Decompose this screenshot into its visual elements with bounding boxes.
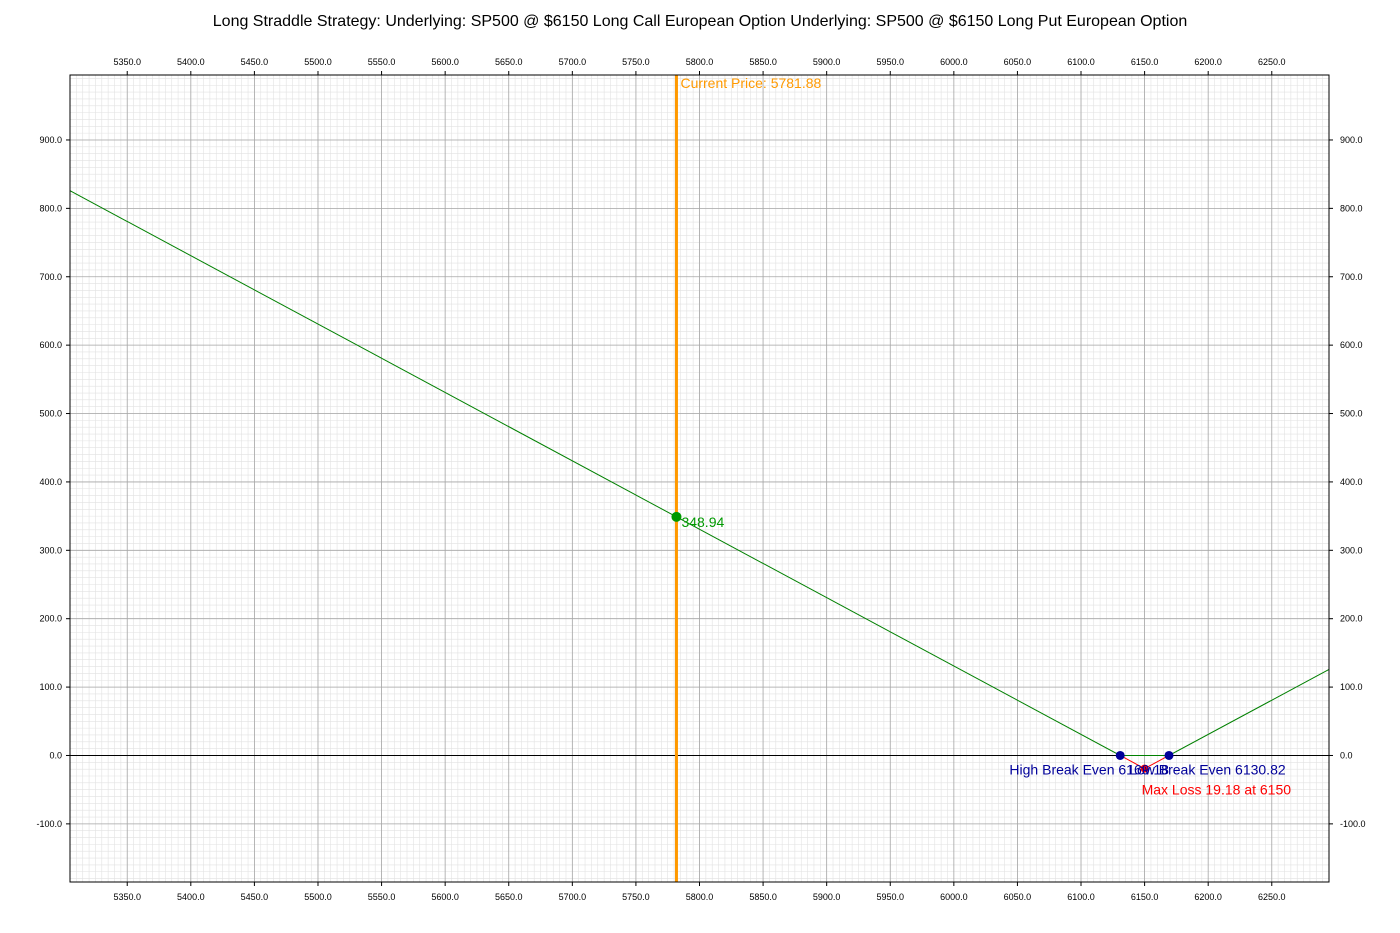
y-tick-label-left: 600.0 xyxy=(39,340,62,350)
x-tick-label-bottom: 6000.0 xyxy=(940,892,968,902)
x-tick-label-top: 5350.0 xyxy=(113,57,141,67)
y-tick-label-right: -100.0 xyxy=(1340,819,1366,829)
y-tick-label-right: 200.0 xyxy=(1340,614,1363,624)
y-tick-label-left: 900.0 xyxy=(39,135,62,145)
x-tick-label-top: 5450.0 xyxy=(241,57,269,67)
x-tick-label-top: 5800.0 xyxy=(686,57,714,67)
break-even-marker xyxy=(1164,750,1174,760)
plot-frame xyxy=(69,74,1330,883)
x-tick-label-bottom: 5350.0 xyxy=(113,892,141,902)
y-tick-label-right: 500.0 xyxy=(1340,409,1363,419)
annotations: Current Price: 5781.88 348.94 Low Break Ev… xyxy=(680,75,1291,797)
x-tick-label-bottom: 5750.0 xyxy=(622,892,650,902)
y-tick-label-left: -100.0 xyxy=(36,819,62,829)
x-tick-label-top: 5750.0 xyxy=(622,57,650,67)
x-tick-label-bottom: 5450.0 xyxy=(241,892,269,902)
x-tick-label-bottom: 5900.0 xyxy=(813,892,841,902)
current-value-label: 348.94 xyxy=(681,514,724,530)
x-tick-label-bottom: 5800.0 xyxy=(686,892,714,902)
y-tick-label-left: 400.0 xyxy=(39,477,62,487)
x-tick-label-bottom: 5500.0 xyxy=(304,892,332,902)
x-tick-label-top: 6150.0 xyxy=(1131,57,1159,67)
x-tick-label-top: 5900.0 xyxy=(813,57,841,67)
x-tick-label-top: 6050.0 xyxy=(1004,57,1032,67)
x-tick-label-bottom: 6100.0 xyxy=(1067,892,1095,902)
x-tick-label-top: 6200.0 xyxy=(1194,57,1222,67)
y-tick-label-right: 100.0 xyxy=(1340,682,1363,692)
x-tick-label-top: 5600.0 xyxy=(431,57,459,67)
x-tick-label-top: 5850.0 xyxy=(749,57,777,67)
y-tick-label-left: 300.0 xyxy=(39,545,62,555)
x-tick-label-top: 5950.0 xyxy=(876,57,904,67)
x-tick-label-top: 5650.0 xyxy=(495,57,523,67)
current-price-label: Current Price: 5781.88 xyxy=(680,75,821,91)
y-tick-label-right: 900.0 xyxy=(1340,135,1363,145)
point-markers xyxy=(671,511,1174,773)
max-loss-label: Max Loss 19.18 at 6150 xyxy=(1142,781,1292,797)
major-grid xyxy=(70,75,1329,882)
y-tick-label-left: 0.0 xyxy=(49,750,62,760)
x-tick-label-bottom: 5700.0 xyxy=(559,892,587,902)
x-tick-label-top: 6100.0 xyxy=(1067,57,1095,67)
y-tick-label-right: 400.0 xyxy=(1340,477,1363,487)
x-tick-label-bottom: 6200.0 xyxy=(1194,892,1222,902)
break-even-marker xyxy=(1115,750,1125,760)
x-tick-label-bottom: 6050.0 xyxy=(1004,892,1032,902)
y-tick-label-right: 600.0 xyxy=(1340,340,1363,350)
y-tick-label-right: 300.0 xyxy=(1340,545,1363,555)
x-tick-label-top: 6000.0 xyxy=(940,57,968,67)
x-tick-label-top: 5550.0 xyxy=(368,57,396,67)
y-tick-label-left: 200.0 xyxy=(39,614,62,624)
max-loss-marker xyxy=(1140,764,1149,773)
chart-title: Long Straddle Strategy: Underlying: SP50… xyxy=(212,13,1188,30)
x-tick-label-top: 5700.0 xyxy=(559,57,587,67)
x-tick-label-bottom: 5650.0 xyxy=(495,892,523,902)
x-tick-label-top: 5400.0 xyxy=(177,57,205,67)
x-tick-label-bottom: 5600.0 xyxy=(431,892,459,902)
y-tick-label-left: 700.0 xyxy=(39,272,62,282)
axis-ticks: 5350.0 5350.0 5400.0 5400.0 5450.0 5450.0 5500… xyxy=(36,57,1365,902)
y-tick-label-right: 0.0 xyxy=(1340,750,1353,760)
current-value-marker xyxy=(671,511,682,522)
y-tick-label-left: 500.0 xyxy=(39,409,62,419)
y-tick-label-right: 800.0 xyxy=(1340,203,1363,213)
x-tick-label-bottom: 5550.0 xyxy=(368,892,396,902)
x-tick-label-top: 5500.0 xyxy=(304,57,332,67)
x-tick-label-bottom: 5400.0 xyxy=(177,892,205,902)
x-tick-label-bottom: 5850.0 xyxy=(749,892,777,902)
low-break-even-label: Low Break Even 6130.82 xyxy=(1129,761,1286,777)
x-tick-label-bottom: 6250.0 xyxy=(1258,892,1286,902)
x-tick-label-bottom: 5950.0 xyxy=(876,892,904,902)
y-tick-label-left: 100.0 xyxy=(39,682,62,692)
series-line-1 xyxy=(69,190,1330,756)
x-tick-label-top: 6250.0 xyxy=(1258,57,1286,67)
x-tick-label-bottom: 6150.0 xyxy=(1131,892,1159,902)
high-break-even-label: High Break Even 6169.18 xyxy=(1009,761,1169,777)
y-tick-label-right: 700.0 xyxy=(1340,272,1363,282)
y-tick-label-left: 800.0 xyxy=(39,203,62,213)
